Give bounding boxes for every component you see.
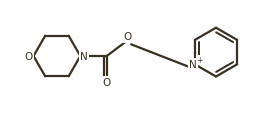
Text: O: O — [123, 32, 131, 42]
Text: N: N — [189, 60, 197, 70]
Text: N: N — [80, 52, 88, 61]
Text: O: O — [103, 78, 111, 88]
Text: +: + — [196, 55, 203, 64]
Text: O: O — [24, 52, 33, 61]
